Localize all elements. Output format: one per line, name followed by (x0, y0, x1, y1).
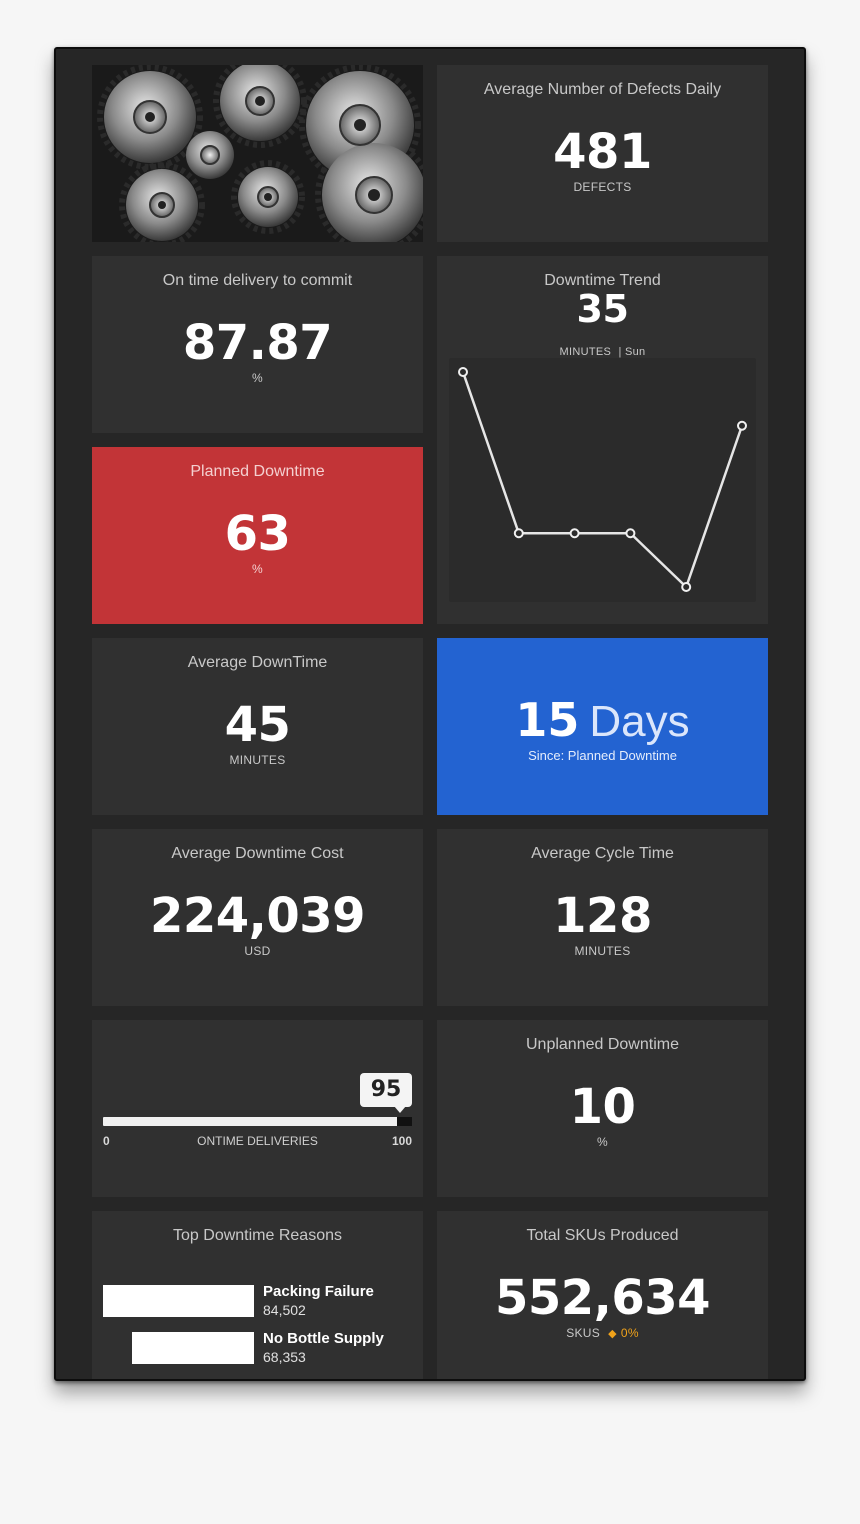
ontime-delivery-tile[interactable]: On time delivery to commit 87.87 % (92, 256, 423, 433)
diamond-icon: ◆ (608, 1328, 617, 1340)
slider-label: ONTIME DELIVERIES (197, 1134, 318, 1148)
trend-point (513, 528, 524, 539)
planned-title: Planned Downtime (190, 463, 325, 480)
avg-downtime-title: Average DownTime (187, 654, 328, 671)
cost-unit: USD (244, 944, 271, 958)
days-since-word: Days (589, 697, 690, 746)
reasons-title: Top Downtime Reasons (173, 1227, 342, 1244)
reason-name: No Bottle Supply (263, 1330, 384, 1347)
slider-track[interactable] (103, 1117, 412, 1126)
trend-point (737, 420, 747, 431)
slider-value-bubble: 95 (360, 1073, 412, 1113)
days-since-value: 15 Days (437, 692, 768, 750)
cycle-title: Average Cycle Time (531, 845, 674, 862)
defects-value: 481 (553, 124, 652, 180)
gears-photo-icon (92, 65, 423, 242)
days-since-number: 15 (515, 693, 580, 747)
trend-chart (449, 358, 756, 602)
reason-bar (103, 1285, 254, 1317)
planned-downtime-tile[interactable]: Planned Downtime 63 % (92, 447, 423, 624)
downtime-cost-tile[interactable]: Average Downtime Cost 224,039 USD (92, 829, 423, 1006)
ontime-deliveries-slider-tile[interactable]: 95 0 ONTIME DELIVERIES 100 (92, 1020, 423, 1197)
reason-name: Packing Failure (263, 1283, 374, 1300)
avg-downtime-value: 45 (224, 697, 291, 753)
skus-unit-row: SKUS ◆ 0% (437, 1326, 768, 1340)
trend-point (569, 528, 580, 539)
defects-title: Average Number of Defects Daily (483, 81, 722, 98)
cycle-time-tile[interactable]: Average Cycle Time 128 MINUTES (437, 829, 768, 1006)
slider-min: 0 (103, 1134, 110, 1148)
reason-value: 68,353 (263, 1349, 306, 1365)
trend-day: | Sun (618, 346, 646, 358)
skus-produced-tile[interactable]: Total SKUs Produced 552,634 SKUS ◆ 0% (437, 1211, 768, 1379)
reason-row[interactable]: Packing Failure 84,502 (103, 1283, 413, 1319)
skus-unit: SKUS (566, 1326, 601, 1340)
planned-unit: % (252, 562, 263, 576)
days-since-caption: Since: Planned Downtime (528, 748, 677, 763)
skus-title: Total SKUs Produced (526, 1227, 679, 1244)
reason-row[interactable]: No Bottle Supply 68,353 (103, 1330, 413, 1366)
gears-image (92, 65, 423, 242)
reason-bar (131, 1332, 254, 1364)
slider-max: 100 (391, 1134, 412, 1148)
trend-unit-row: MINUTES | Sun (437, 346, 768, 358)
planned-value: 63 (224, 506, 291, 562)
trend-title: Downtime Trend (544, 272, 661, 289)
cycle-value: 128 (553, 888, 652, 944)
defects-unit: DEFECTS (573, 180, 632, 194)
trend-value: 35 (576, 287, 629, 331)
cost-title: Average Downtime Cost (171, 845, 344, 862)
slider-remainder (396, 1117, 412, 1126)
defects-tile[interactable]: Average Number of Defects Daily 481 DEFE… (437, 65, 768, 242)
trend-chart-svg (458, 367, 747, 592)
downtime-reasons-tile[interactable]: Top Downtime Reasons Packing Failure 84,… (92, 1211, 423, 1379)
unplanned-downtime-tile[interactable]: Unplanned Downtime 10 % (437, 1020, 768, 1197)
ontime-value: 87.87 (182, 315, 333, 371)
trend-unit: MINUTES (559, 346, 612, 358)
dashboard-frame: Average Number of Defects Daily 481 DEFE… (54, 47, 806, 1381)
days-since-tile[interactable]: 15 Days Since: Planned Downtime (437, 638, 768, 815)
ontime-title: On time delivery to commit (162, 272, 353, 289)
avg-downtime-unit: MINUTES (229, 753, 286, 767)
unplanned-title: Unplanned Downtime (526, 1036, 679, 1053)
reason-value: 84,502 (263, 1302, 306, 1318)
cycle-unit: MINUTES (574, 944, 631, 958)
skus-value: 552,634 (494, 1270, 711, 1326)
trend-point (458, 367, 468, 377)
trend-series-line (461, 371, 744, 590)
unplanned-unit: % (597, 1135, 608, 1149)
average-downtime-tile[interactable]: Average DownTime 45 MINUTES (92, 638, 423, 815)
cost-value: 224,039 (149, 888, 366, 944)
trend-point (681, 582, 692, 592)
trend-point (625, 528, 636, 539)
downtime-trend-tile[interactable]: Downtime Trend 35 MINUTES | Sun (437, 256, 768, 624)
skus-change: 0% (620, 1326, 639, 1340)
ontime-unit: % (252, 371, 263, 385)
unplanned-value: 10 (569, 1079, 636, 1135)
